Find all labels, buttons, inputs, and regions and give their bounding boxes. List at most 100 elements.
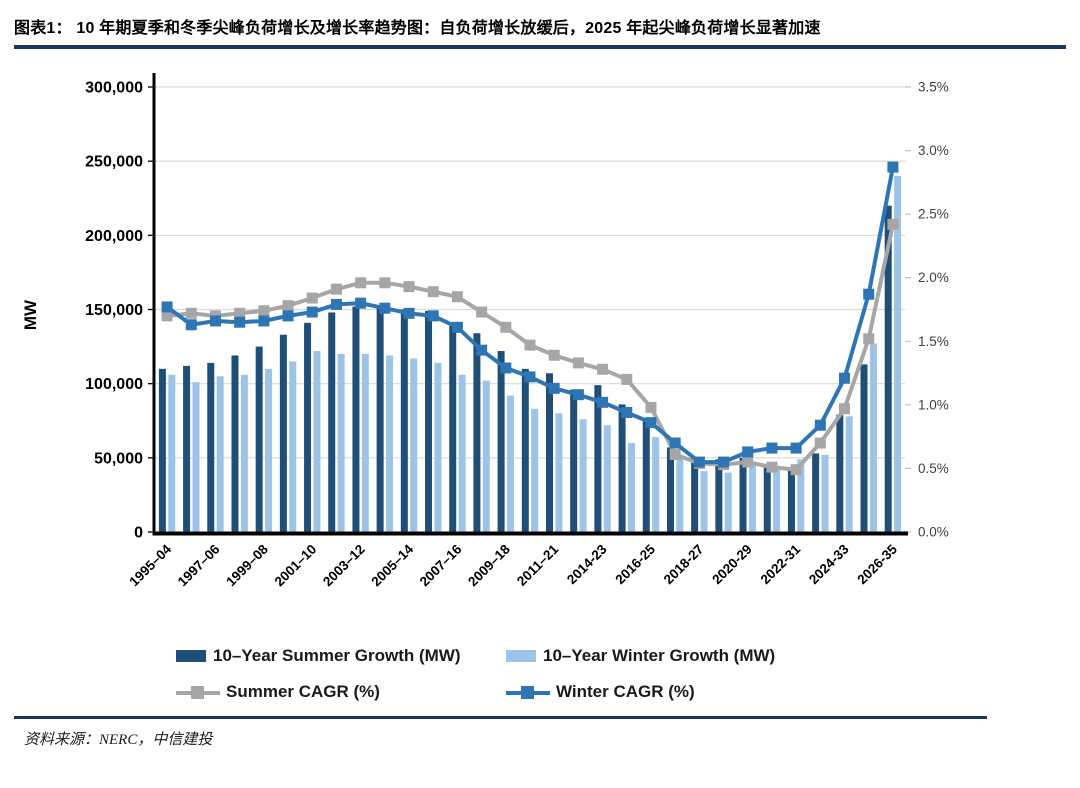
bar	[497, 351, 505, 532]
chart-canvas: 300,000 250,000 200,000 150,000 100,000 50,00…	[21, 73, 949, 590]
bar	[860, 364, 868, 532]
line-marker	[548, 382, 560, 394]
line-marker	[258, 315, 270, 327]
line-marker	[742, 446, 754, 458]
x-axis-tick-label: 2011–21	[514, 541, 562, 589]
bar	[836, 414, 844, 532]
line-marker	[742, 456, 754, 468]
line-marker	[282, 300, 294, 312]
bar	[763, 466, 771, 532]
x-axis-tick-label: 2003–12	[320, 542, 368, 590]
bar	[603, 425, 611, 532]
left-axis-tick-label: 50,000	[94, 450, 143, 467]
line-marker	[451, 291, 463, 303]
bottom-rule	[14, 716, 987, 719]
line-marker	[379, 277, 391, 289]
right-axis-tick-label: 3.5%	[918, 80, 949, 95]
bar	[570, 389, 578, 532]
line-marker	[621, 373, 633, 385]
line-marker	[839, 403, 851, 415]
line-marker	[572, 357, 584, 369]
bar	[352, 306, 360, 532]
bar	[279, 334, 287, 532]
line-marker	[718, 456, 730, 468]
bar	[265, 368, 273, 532]
bar	[255, 346, 263, 532]
legend-item-summer-cagr: Summer CAGR (%)	[176, 682, 506, 702]
legend-item-winter-growth: 10–Year Winter Growth (MW)	[506, 646, 866, 666]
bar	[304, 322, 312, 532]
bar	[545, 373, 553, 532]
bar	[652, 437, 660, 532]
x-axis-tick-label: 1997–06	[175, 541, 223, 589]
x-axis-tick-label: 2026-35	[854, 541, 900, 587]
line-marker	[234, 307, 246, 319]
bar	[216, 376, 224, 532]
line-marker	[427, 310, 439, 322]
bar	[361, 354, 369, 532]
bar	[555, 413, 563, 532]
bar	[158, 368, 166, 532]
bar	[386, 355, 394, 532]
line-marker	[887, 218, 899, 230]
line-marker	[693, 456, 705, 468]
line-marker	[814, 437, 826, 449]
bar	[812, 453, 820, 532]
line-marker	[427, 286, 439, 298]
bar	[787, 468, 795, 532]
bars-winter-growth	[168, 176, 902, 532]
line-marker	[476, 306, 488, 318]
figure-title: 图表1： 10 年期夏季和冬季尖峰负荷增长及增长率趋势图：自负荷增长放缓后，20…	[14, 20, 821, 37]
right-axis-tick-label: 0.0%	[918, 525, 949, 540]
left-axis-tick-label: 0	[134, 525, 143, 542]
winter-cagr-swatch-icon	[506, 685, 550, 699]
left-axis-tick-label: 200,000	[85, 228, 143, 245]
bar	[700, 471, 708, 532]
line-summer-cagr	[161, 218, 899, 476]
right-axis-tick-label: 3.0%	[918, 143, 949, 158]
legend-item-winter-cagr: Winter CAGR (%)	[506, 682, 866, 702]
bar	[449, 325, 457, 532]
x-axis-tick-label: 1999–08	[223, 541, 271, 589]
line-marker	[524, 339, 536, 351]
right-axis-labels: 3.5% 3.0% 2.5% 2.0% 1.5% 1.0% 0.5% 0.0%	[918, 80, 949, 540]
line-marker	[814, 419, 826, 431]
bars-summer-growth	[158, 205, 892, 532]
x-axis-tick-label: 2007–16	[417, 541, 465, 589]
line-marker	[766, 442, 778, 454]
bar	[376, 308, 384, 532]
bar	[289, 361, 297, 532]
right-axis-tick-label: 2.5%	[918, 207, 949, 222]
line-marker	[403, 307, 415, 319]
line-marker	[451, 321, 463, 333]
right-axis-tick-label: 1.0%	[918, 397, 949, 412]
line-marker	[330, 298, 342, 310]
bar	[724, 472, 732, 532]
line-marker	[355, 297, 367, 309]
line-marker	[500, 362, 512, 374]
line-winter-cagr	[161, 161, 899, 468]
bar	[183, 365, 191, 532]
line-marker	[234, 316, 246, 328]
bar	[748, 462, 756, 532]
bar	[337, 354, 345, 532]
bar	[618, 404, 626, 532]
left-axis-tick-label: 100,000	[85, 376, 143, 393]
line-marker	[548, 349, 560, 361]
line-marker	[645, 417, 657, 429]
line-marker	[306, 306, 318, 318]
bar	[507, 395, 515, 532]
left-axis-tick-label: 150,000	[85, 302, 143, 319]
line-marker	[597, 396, 609, 408]
bar	[473, 333, 481, 532]
line-marker	[161, 301, 173, 313]
summer-cagr-swatch-icon	[176, 685, 220, 699]
bar	[400, 309, 408, 532]
bar	[894, 176, 902, 532]
bar	[521, 368, 529, 532]
line-marker	[839, 372, 851, 384]
line-marker	[621, 406, 633, 418]
bar	[797, 459, 805, 532]
line-marker	[258, 305, 270, 317]
line-marker	[355, 277, 367, 289]
